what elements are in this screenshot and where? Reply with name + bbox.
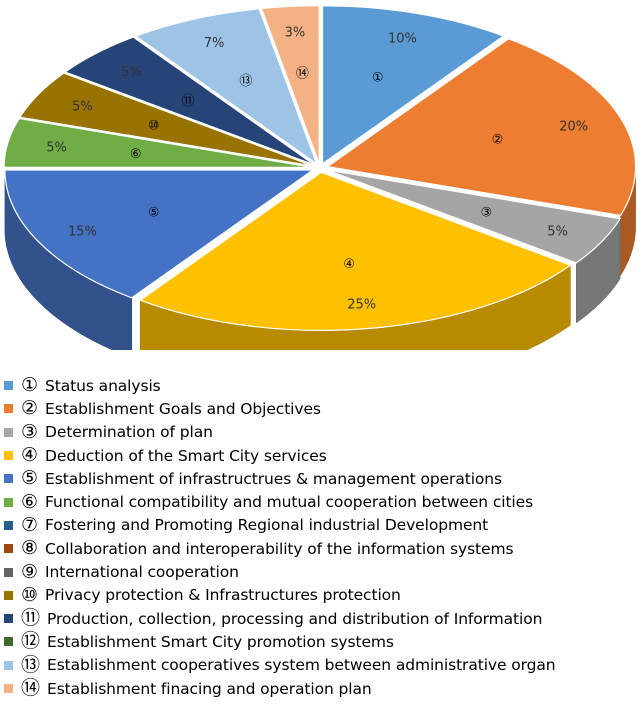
slice-marker-label: ⑪ <box>181 94 194 109</box>
slice-5 <box>4 169 315 299</box>
slice-value-label: 25% <box>347 297 376 312</box>
legend-item: ⑨ International cooperation <box>4 560 634 583</box>
legend-marker: ③ <box>21 420 39 443</box>
legend-swatch <box>4 451 13 461</box>
legend-swatch <box>4 544 13 554</box>
slice-marker-label: ⑭ <box>296 66 309 81</box>
legend-marker: ⑨ <box>21 560 39 583</box>
legend-swatch <box>4 660 13 670</box>
slice-1 <box>321 5 505 165</box>
legend-swatch <box>4 684 13 693</box>
slice-4 <box>138 171 572 331</box>
slice-marker-label: ⑩ <box>148 118 160 133</box>
legend-marker: ② <box>21 397 39 420</box>
pie-chart: ① 10% ② 20% ③ 5% ④ 25% ⑤ 15% ⑥ 5% ⑩ 5% ⑪ 5% ⑬ 7% ⑭ 3% <box>0 0 638 350</box>
legend-swatch <box>4 404 13 414</box>
slice-value-label: 5% <box>121 65 142 80</box>
legend-label: Privacy protection & Infrastructures pro… <box>45 586 401 605</box>
legend-label: Establishment Goals and Objectives <box>45 399 321 418</box>
slice-value-label: 5% <box>72 100 93 115</box>
slice-value-label: 7% <box>204 36 225 51</box>
legend-label: Fostering and Promoting Regional industr… <box>45 516 489 535</box>
slice-13 <box>134 8 319 166</box>
legend-marker: ⑭ <box>21 677 41 699</box>
legend-label: Establishment cooperatives system betwee… <box>47 656 556 675</box>
slice-2 <box>326 38 637 217</box>
legend-marker: ⑩ <box>21 583 39 606</box>
legend-item: ⑧ Collaboration and interoperability of t… <box>4 537 634 560</box>
legend-swatch <box>4 427 13 437</box>
slice-value-label: 15% <box>68 224 97 239</box>
slice-marker-label: ⑬ <box>239 74 252 89</box>
pie-tops <box>3 4 637 331</box>
legend-item: ⑭ Establishment finacing and operation pl… <box>4 677 634 700</box>
slice-value-label: 5% <box>547 224 568 239</box>
legend-item: ⑥ Functional compatibility and mutual coo… <box>4 490 634 513</box>
legend-marker: ④ <box>21 444 39 467</box>
legend-swatch <box>4 497 13 507</box>
legend-marker: ⑪ <box>21 607 41 630</box>
pie-chart-svg: ① 10% ② 20% ③ 5% ④ 25% ⑤ 15% ⑥ 5% ⑩ 5% ⑪ 5% ⑬ 7% ⑭ 3% <box>3 4 637 350</box>
legend: ① Status analysis ② Establishment Goals and… <box>4 374 634 700</box>
legend-swatch <box>4 567 13 577</box>
legend-swatch <box>4 474 13 484</box>
legend-swatch <box>4 520 13 530</box>
slice-6 <box>3 117 313 168</box>
pie-labels: ① 10% ② 20% ③ 5% ④ 25% ⑤ 15% ⑥ 5% ⑩ 5% ⑪ 5% ⑬ 7% ⑭ 3% <box>46 26 588 313</box>
slice-marker-label: ① <box>372 71 384 86</box>
legend-item: ① Status analysis <box>4 374 634 397</box>
legend-label: Determination of plan <box>45 423 213 442</box>
legend-label: Establishment finacing and operation pla… <box>47 679 372 698</box>
legend-label: Establishment Smart City promotion syste… <box>47 632 394 651</box>
legend-item: ⑩ Privacy protection & Infrastructures pr… <box>4 584 634 607</box>
legend-swatch <box>4 637 13 647</box>
legend-marker: ⑤ <box>21 467 39 490</box>
slice-value-label: 20% <box>559 120 588 135</box>
legend-marker: ⑫ <box>21 630 41 653</box>
slice-marker-label: ⑤ <box>148 206 160 221</box>
legend-marker: ⑬ <box>21 653 41 676</box>
legend-item: ② Establishment Goals and Objectives <box>4 397 634 420</box>
legend-label: Status analysis <box>45 376 161 395</box>
legend-label: Functional compatibility and mutual coop… <box>45 493 534 512</box>
legend-item: ③ Determination of plan <box>4 421 634 444</box>
slice-marker-label: ④ <box>343 257 355 272</box>
slice-marker-label: ② <box>492 132 504 147</box>
legend-item: ⑬ Establishment cooperatives system betwe… <box>4 654 634 677</box>
slice-10 <box>18 72 314 167</box>
legend-item: ⑦ Fostering and Promoting Regional indust… <box>4 514 634 537</box>
slice-11 <box>63 36 315 166</box>
slice-value-label: 10% <box>388 32 417 47</box>
legend-swatch <box>4 614 13 624</box>
legend-label: Production, collection, processing and d… <box>47 609 543 628</box>
legend-marker: ⑦ <box>21 513 39 536</box>
legend-label: International cooperation <box>45 563 239 582</box>
legend-marker: ⑧ <box>21 537 39 560</box>
legend-marker: ① <box>21 374 39 397</box>
legend-item: ⑪ Production, collection, processing and … <box>4 607 634 630</box>
legend-label: Establishment of infrastructrues & manag… <box>45 469 502 488</box>
slice-marker-label: ⑥ <box>130 147 142 162</box>
legend-marker: ⑥ <box>21 490 39 513</box>
slice-3 <box>326 169 622 264</box>
slice-value-label: 3% <box>285 26 306 41</box>
legend-item: ⑤ Establishment of infrastructrues & mana… <box>4 467 634 490</box>
slice-marker-label: ③ <box>480 206 492 221</box>
slice-14 <box>260 4 320 164</box>
legend-item: ⑫ Establishment Smart City promotion syst… <box>4 630 634 653</box>
legend-swatch <box>4 381 13 391</box>
slice-value-label: 5% <box>46 141 67 156</box>
legend-label: Collaboration and interoperability of th… <box>45 539 514 558</box>
legend-swatch <box>4 590 13 600</box>
legend-item: ④ Deduction of the Smart City services <box>4 444 634 467</box>
legend-label: Deduction of the Smart City services <box>45 446 327 465</box>
